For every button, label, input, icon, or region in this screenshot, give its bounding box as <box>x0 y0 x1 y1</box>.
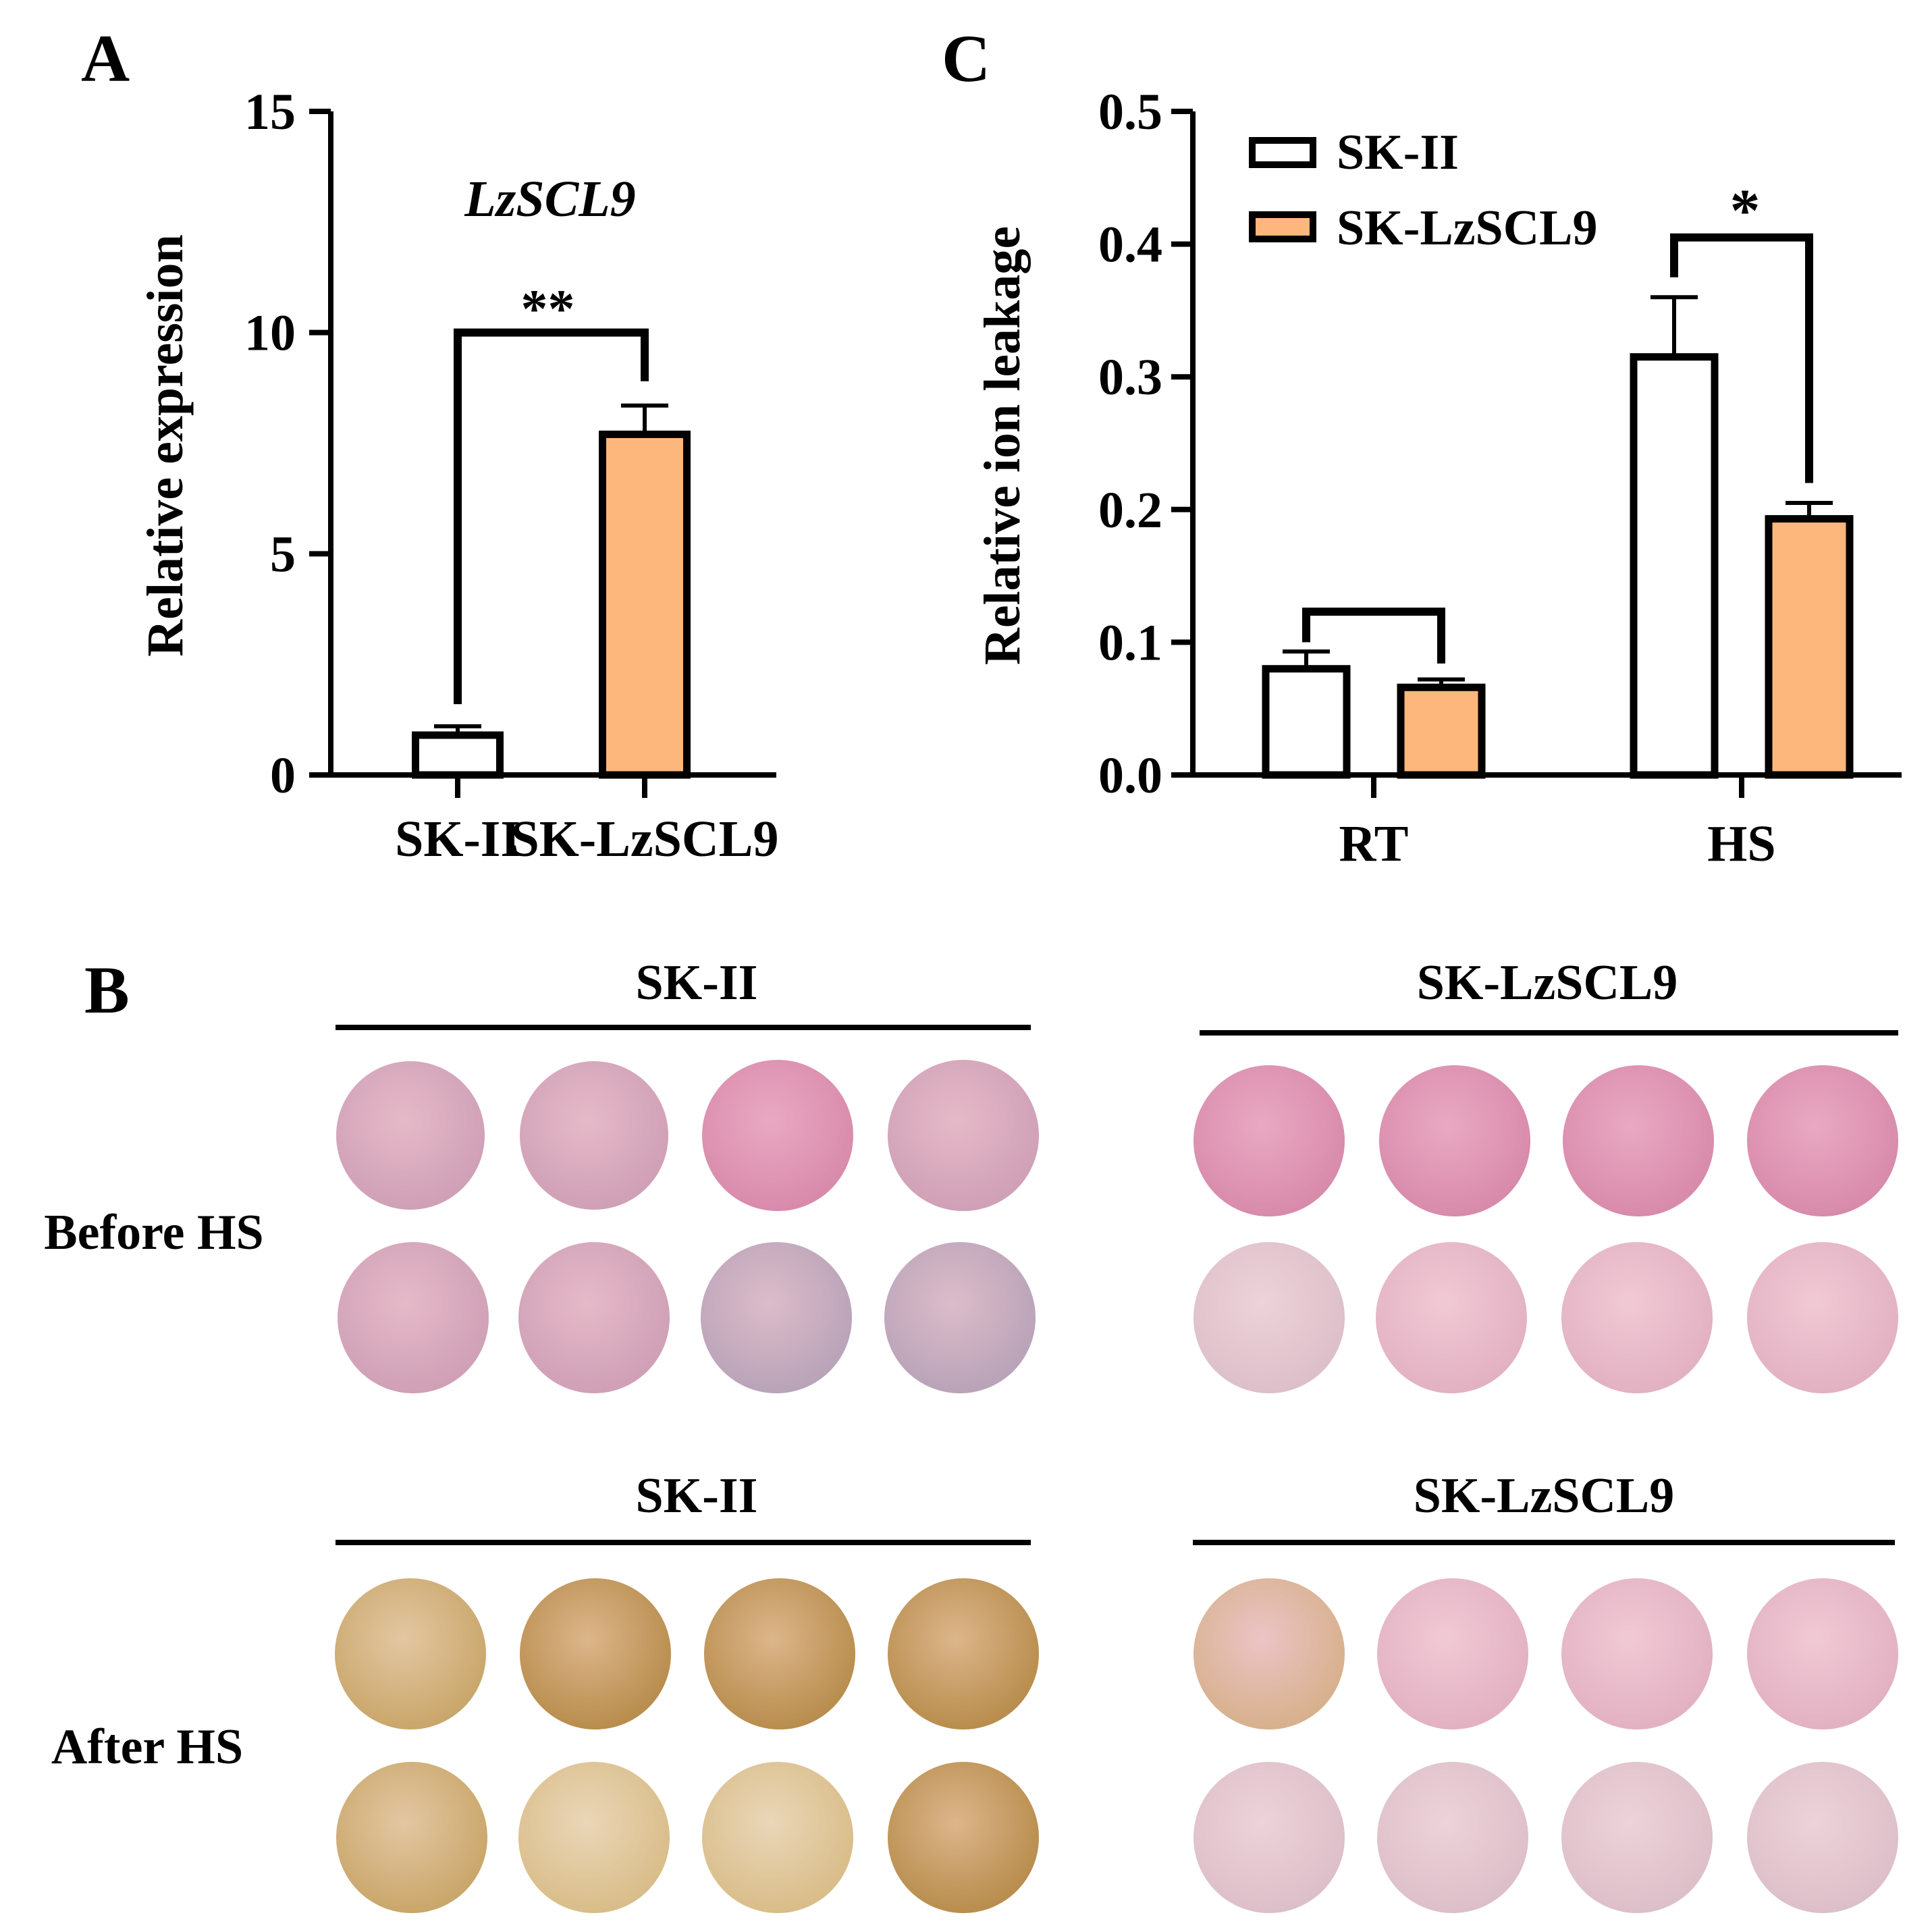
legend-label-sk-ii: SK-II <box>1337 125 1459 180</box>
leaf-disc <box>336 1762 487 1913</box>
chart-c-ytick-label: 0.4 <box>1098 217 1162 273</box>
panel-label-a: A <box>81 21 130 96</box>
chart-c-bar <box>1397 683 1486 779</box>
chart-c-category-label: HS <box>1707 815 1775 872</box>
chart-c-ytick-label: 0.5 <box>1098 84 1162 140</box>
leaf-disc <box>335 1578 486 1729</box>
leaf-disc <box>1563 1065 1714 1216</box>
leaf-disc <box>1747 1762 1898 1913</box>
chart-c-bar <box>1765 515 1854 779</box>
leaf-disc <box>1377 1578 1528 1729</box>
chart-c-significance-bracket <box>1302 608 1445 664</box>
chart-a-ytick-label: 5 <box>270 526 296 583</box>
leaf-disc <box>1561 1578 1713 1729</box>
chart-a-ytick-label: 15 <box>244 84 296 140</box>
chart-a-bar <box>599 430 691 779</box>
chart-c-significance-label: * <box>1730 178 1761 244</box>
leaf-disc <box>1561 1242 1713 1393</box>
chart-a-bar <box>412 731 504 779</box>
chart-c-ytick-label: 0.1 <box>1098 614 1162 671</box>
legend-swatch-sk-lzscl9 <box>1249 211 1316 242</box>
panel-label-b: B <box>84 952 130 1027</box>
leaf-disc <box>888 1578 1039 1729</box>
leaf-disc <box>702 1762 853 1913</box>
chart-c-category-label: RT <box>1339 815 1409 872</box>
panel-b: SK-II SK-LzSCL9 Before HS SK-II SK-LzSCL… <box>44 955 1898 1913</box>
chart-c-ytick-label: 0.3 <box>1098 349 1162 406</box>
leaf-disc <box>1747 1065 1898 1216</box>
chart-a-significance-label: ** <box>521 280 575 340</box>
leaf-disc <box>1376 1242 1527 1393</box>
chart-a-ytick-label: 10 <box>244 305 296 362</box>
leaf-disc <box>1747 1578 1898 1729</box>
group-header-top-left: SK-II <box>636 955 758 1011</box>
chart-a-ylabel: Relative expression <box>137 234 194 657</box>
leaf-disc <box>888 1060 1039 1211</box>
chart-a-category-label: SK-II <box>395 811 520 867</box>
leaf-disc <box>520 1061 668 1210</box>
leaf-disc <box>1193 1242 1345 1393</box>
chart-c: Relative ion leakage 0.0 0.1 0.2 0.3 0.4 0.5 R… <box>974 84 1902 872</box>
chart-c-legend: SK-II SK-LzSCL9 <box>1249 125 1598 256</box>
leaf-disc <box>704 1578 855 1729</box>
chart-a-title: LzSCL9 <box>464 171 635 227</box>
leaf-disc <box>1193 1578 1345 1729</box>
leaf-disc <box>888 1762 1039 1913</box>
leaf-disc <box>1193 1065 1345 1216</box>
panel-label-c: C <box>942 21 990 96</box>
leaf-disc <box>336 1061 485 1210</box>
leaf-disc <box>884 1242 1036 1393</box>
leaf-disc <box>1377 1762 1528 1913</box>
chart-a-significance-bracket <box>454 328 649 705</box>
leaf-disc <box>1193 1762 1345 1913</box>
chart-a-category-label: SK-LzSCL9 <box>511 811 779 867</box>
leaf-disc <box>1561 1762 1713 1913</box>
chart-a: Relative expression LzSCL9 0 5 10 15 SK-IISK… <box>137 84 778 867</box>
chart-c-bar <box>1630 353 1719 779</box>
chart-c-ylabel: Relative ion leakage <box>974 226 1031 665</box>
leaf-disc <box>1379 1065 1530 1216</box>
legend-label-sk-lzscl9: SK-LzSCL9 <box>1337 200 1598 256</box>
chart-c-ytick-label: 0.0 <box>1098 747 1162 804</box>
group-header-bottom-right: SK-LzSCL9 <box>1414 1468 1675 1524</box>
leaf-disc <box>518 1242 670 1393</box>
leaf-disc <box>1747 1242 1898 1393</box>
chart-a-ytick-label: 0 <box>270 747 296 804</box>
row-label-after-hs: After HS <box>51 1719 243 1775</box>
leaf-disc <box>518 1762 670 1913</box>
legend-swatch-sk-ii <box>1249 137 1316 168</box>
group-header-top-right: SK-LzSCL9 <box>1417 955 1678 1011</box>
leaf-disc <box>338 1242 489 1393</box>
row-label-before-hs: Before HS <box>44 1205 263 1260</box>
leaf-disc <box>520 1578 671 1729</box>
group-header-bottom-left: SK-II <box>636 1468 758 1524</box>
chart-c-ytick-label: 0.2 <box>1098 482 1162 539</box>
leaf-disc <box>701 1242 852 1393</box>
chart-c-significance-bracket <box>1670 233 1813 483</box>
leaf-disc <box>702 1060 853 1211</box>
chart-c-bar <box>1262 665 1351 779</box>
